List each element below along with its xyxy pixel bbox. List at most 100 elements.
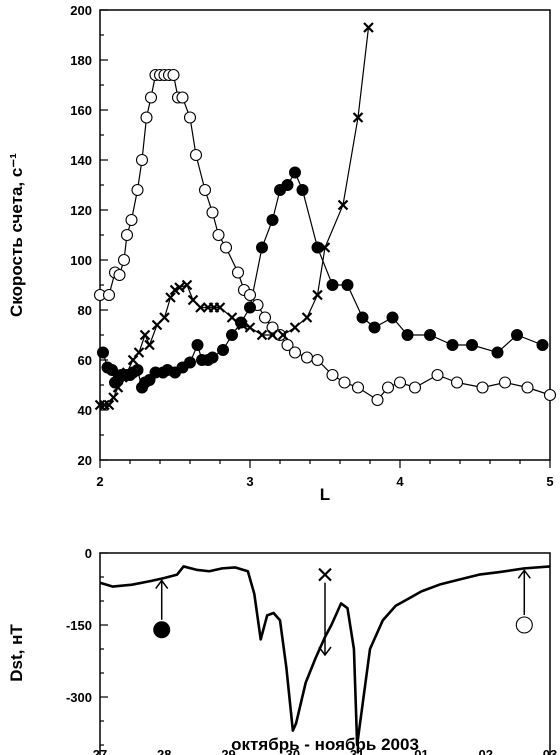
bottom-x-tick-label: 03: [543, 747, 557, 755]
top-y-tick-label: 180: [70, 53, 92, 68]
top-series-1-point: [446, 339, 459, 351]
top-series-2-point-stroke-b: [363, 22, 374, 33]
top-series-2-point-stroke-b: [337, 199, 349, 211]
top-y-tick-label: 60: [78, 353, 92, 368]
top-y-tick-label: 80: [78, 303, 92, 318]
bottom-x-tick-label: 01: [414, 747, 428, 755]
top-series-0-point: [113, 268, 126, 282]
top-series-2-point-stroke-b: [312, 289, 323, 301]
bottom-x-tick-label: 30: [286, 747, 300, 755]
count-rate-chart: 20 40 60 80 100 120 140 160 180 200 2 3 4 5 Скорость…: [7, 3, 557, 504]
top-series-1-point: [356, 311, 369, 324]
top-series-0-point: [140, 111, 153, 124]
top-series-2-point-stroke-b: [133, 347, 145, 358]
top-series-0-point: [326, 368, 339, 382]
top-series-2-point-stroke-b: [174, 282, 185, 293]
top-series-2-point: [133, 347, 145, 358]
top-x-axis-title: L: [320, 485, 330, 504]
top-series-2-point-stroke-b: [181, 279, 193, 291]
top-series-1-point: [386, 311, 399, 324]
top-series-2-point-stroke-b: [267, 329, 278, 341]
top-series-2-point-stroke-b: [226, 312, 238, 323]
top-series-2-point-stroke-b: [319, 242, 331, 253]
top-series-2-point-stroke-b: [277, 329, 289, 341]
top-series-1-point: [491, 346, 504, 359]
top-series-1-point: [341, 279, 354, 291]
bottom-x-axis-title: октябрь - ноябрь 2003: [231, 735, 419, 754]
top-series-1-point: [511, 329, 523, 341]
bottom-markers-group: [153, 567, 533, 657]
bottom-x-tick-label: 27: [93, 747, 107, 755]
top-series-1-point: [311, 241, 324, 254]
top-series-2-point: [174, 282, 185, 293]
top-series-1-point: [368, 321, 381, 334]
top-series-2-point: [144, 339, 155, 351]
top-series-0-point: [135, 153, 149, 167]
bottom-y-tick-label: -300: [66, 690, 92, 705]
top-x-tick-label: 5: [546, 474, 553, 489]
top-series-2-point: [267, 329, 278, 341]
top-series-2-point-stroke-b: [256, 329, 268, 341]
top-series-1-point: [266, 214, 279, 226]
top-series-1-point: [401, 329, 414, 341]
bottom-y-tick-label: 0: [85, 546, 92, 561]
bottom-y-axis-title: Dst, нТ: [7, 624, 26, 682]
top-series-line-1: [102, 171, 543, 390]
top-series-1-point: [217, 344, 229, 356]
top-series-2-point: [256, 329, 268, 341]
bottom-x-tick-label: 28: [157, 747, 171, 755]
top-series-2-point-stroke-b: [352, 112, 364, 123]
top-series-1-point: [256, 241, 268, 254]
top-series-0-point: [288, 346, 302, 359]
top-series-line-0: [100, 74, 551, 401]
dst-marker-cross: [318, 567, 332, 657]
top-y-tick-label: 40: [78, 403, 92, 418]
top-tick-marks: [99, 9, 551, 468]
top-series-2-point: [289, 322, 301, 333]
top-series-group: [93, 22, 557, 411]
top-series-2-point: [352, 112, 364, 123]
top-series-1-point: [226, 329, 238, 341]
top-series-2-point: [181, 279, 193, 291]
top-series-0-point: [300, 351, 314, 364]
top-series-1-point: [191, 339, 204, 351]
top-series-2-point: [319, 242, 331, 253]
top-series-0-point: [219, 241, 233, 254]
top-series-2-point: [226, 312, 238, 323]
bottom-x-tick-labels: 27 28 29 30 31 01 02 03: [93, 747, 557, 755]
top-series-0-point: [102, 288, 116, 302]
top-series-2-point: [159, 312, 170, 323]
top-series-2-point: [244, 322, 256, 333]
top-x-tick-label: 2: [96, 474, 103, 489]
top-series-2-point: [337, 199, 349, 211]
top-series-1-point: [424, 329, 436, 341]
top-y-tick-label: 100: [70, 253, 92, 268]
top-series-0-point: [198, 183, 212, 197]
top-series-0-point: [351, 381, 365, 394]
bottom-x-tick-label: 29: [221, 747, 235, 755]
top-series-0-point: [381, 381, 395, 394]
top-series-0-point: [543, 388, 557, 402]
top-series-1-point: [131, 364, 144, 376]
top-series-0-point: [125, 213, 138, 227]
top-series-0-point: [176, 91, 189, 104]
bottom-tick-marks: [100, 552, 108, 746]
top-series-2-point-stroke-b: [165, 292, 176, 303]
top-series-0-point: [212, 228, 225, 242]
top-series-2-point: [301, 312, 313, 323]
top-series-0-point: [408, 381, 422, 394]
top-y-tick-label: 200: [70, 3, 92, 18]
top-series-0-point: [273, 328, 287, 342]
top-series-2-point-stroke-b: [187, 294, 199, 306]
top-series-0-point: [117, 253, 131, 267]
top-y-tick-label: 120: [70, 203, 92, 218]
top-series-2-point: [363, 22, 374, 33]
top-x-tick-labels: 2 3 4 5: [96, 474, 553, 489]
top-series-0-point: [144, 91, 158, 104]
top-series-2-point-stroke-b: [159, 312, 170, 323]
top-series-1-point: [326, 279, 339, 291]
top-series-0-point: [120, 228, 134, 242]
top-series-2-point: [121, 367, 133, 378]
top-series-2-point: [108, 392, 119, 403]
